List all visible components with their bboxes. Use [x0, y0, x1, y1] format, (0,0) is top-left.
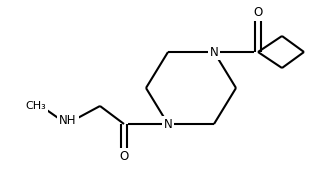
- Text: N: N: [210, 46, 218, 59]
- Text: O: O: [119, 150, 129, 163]
- Text: NH: NH: [59, 114, 77, 127]
- Text: N: N: [164, 117, 172, 130]
- Text: O: O: [253, 7, 263, 20]
- Text: CH₃: CH₃: [26, 101, 46, 111]
